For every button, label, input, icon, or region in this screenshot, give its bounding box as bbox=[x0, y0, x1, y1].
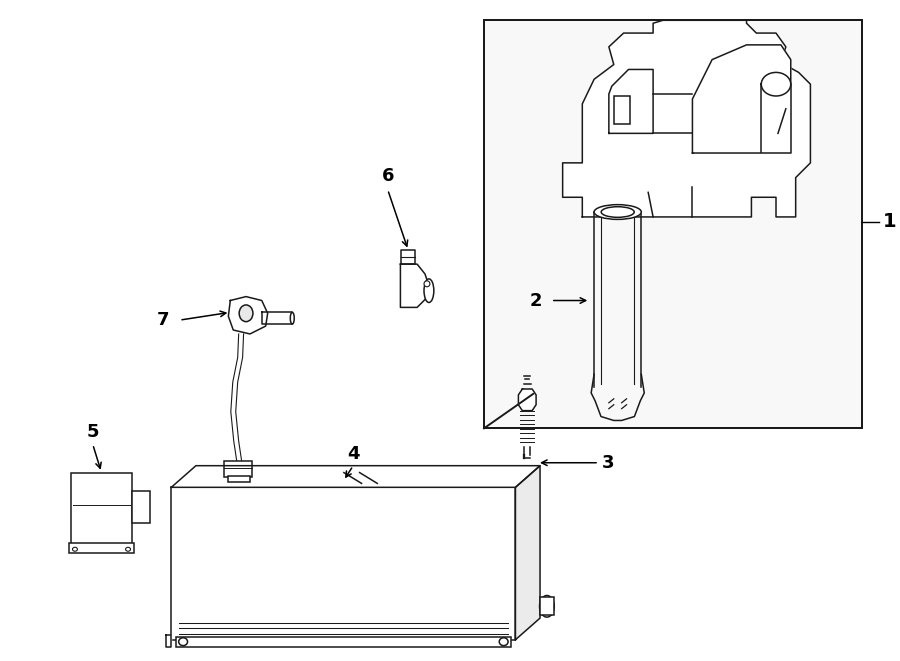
Polygon shape bbox=[609, 69, 653, 134]
Text: 1: 1 bbox=[883, 212, 896, 231]
Text: 5: 5 bbox=[86, 423, 99, 442]
Polygon shape bbox=[562, 20, 810, 217]
Bar bbox=[484, 20, 861, 428]
Text: 7: 7 bbox=[157, 311, 169, 329]
Polygon shape bbox=[518, 389, 536, 410]
Bar bbox=[176, 637, 510, 646]
Bar bbox=[229, 475, 250, 483]
Polygon shape bbox=[166, 635, 171, 646]
Bar bbox=[484, 20, 861, 428]
Ellipse shape bbox=[424, 281, 430, 287]
Polygon shape bbox=[761, 84, 791, 153]
Ellipse shape bbox=[239, 305, 253, 322]
Polygon shape bbox=[401, 251, 415, 264]
Ellipse shape bbox=[424, 279, 434, 303]
Bar bbox=[132, 490, 150, 523]
Ellipse shape bbox=[539, 596, 554, 617]
Ellipse shape bbox=[761, 73, 791, 96]
Ellipse shape bbox=[601, 207, 634, 217]
Polygon shape bbox=[171, 466, 540, 487]
Text: 2: 2 bbox=[530, 292, 543, 309]
Bar bbox=[69, 543, 134, 553]
Text: 4: 4 bbox=[347, 445, 359, 463]
Bar bbox=[71, 473, 132, 545]
Ellipse shape bbox=[594, 205, 642, 219]
Bar bbox=[224, 461, 252, 477]
Ellipse shape bbox=[291, 312, 294, 324]
Polygon shape bbox=[229, 297, 267, 334]
Ellipse shape bbox=[126, 547, 130, 551]
Ellipse shape bbox=[500, 638, 508, 646]
Text: 6: 6 bbox=[382, 167, 394, 184]
Bar bbox=[540, 598, 554, 615]
Polygon shape bbox=[692, 45, 791, 153]
Polygon shape bbox=[400, 264, 429, 307]
Bar bbox=[171, 487, 516, 640]
Polygon shape bbox=[516, 466, 540, 640]
Bar bbox=[614, 96, 631, 124]
Text: 3: 3 bbox=[602, 453, 615, 472]
Ellipse shape bbox=[179, 638, 187, 646]
Ellipse shape bbox=[73, 547, 77, 551]
